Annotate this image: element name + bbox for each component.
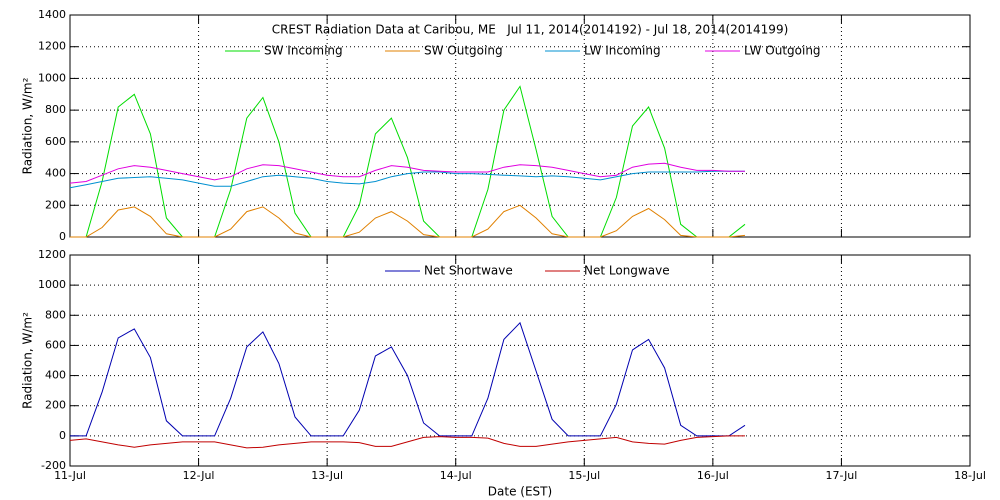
y-tick-label: 0 <box>59 230 66 243</box>
y-tick-label: 1200 <box>38 248 66 261</box>
series-line <box>69 435 745 449</box>
series-line <box>69 170 745 189</box>
legend-label: SW Outgoing <box>424 44 503 58</box>
y-tick-label: 600 <box>45 338 66 351</box>
y-tick-label: 1200 <box>38 40 66 53</box>
y-tick-label: 1000 <box>38 71 66 84</box>
x-tick-label: 14-Jul <box>440 469 472 482</box>
legend-label: Net Shortwave <box>424 264 513 278</box>
y-tick-label: 800 <box>45 103 66 116</box>
y-tick-label: 400 <box>45 167 66 180</box>
y-tick-label: 1000 <box>38 278 66 291</box>
series-line <box>70 321 746 437</box>
x-tick-label: 15-Jul <box>568 469 600 482</box>
series-line <box>69 162 745 184</box>
x-tick-label: 13-Jul <box>311 469 343 482</box>
y-tick-label: 200 <box>45 198 66 211</box>
y-tick-label: -200 <box>41 459 66 472</box>
x-axis-label: Date (EST) <box>488 485 552 499</box>
y-tick-label: 0 <box>59 429 66 442</box>
y-tick-label: 800 <box>45 308 66 321</box>
y-tick-label: 600 <box>45 135 66 148</box>
y-tick-label: 1400 <box>38 8 66 21</box>
x-tick-label: 16-Jul <box>697 469 729 482</box>
legend-label: LW Incoming <box>584 44 661 58</box>
legend-label: Net Longwave <box>584 264 670 278</box>
legend-label: LW Outgoing <box>744 44 821 58</box>
x-tick-label: 12-Jul <box>183 469 215 482</box>
y-axis-label: Radiation, W/m² <box>21 312 35 409</box>
plot-frame <box>69 14 971 238</box>
x-tick-label: 17-Jul <box>825 469 857 482</box>
series-line <box>70 85 746 238</box>
x-tick-label: 18-Jul <box>954 469 986 482</box>
y-tick-label: 400 <box>45 369 66 382</box>
plot-frame <box>69 254 971 467</box>
y-axis-label: Radiation, W/m² <box>21 77 35 174</box>
y-tick-label: 200 <box>45 399 66 412</box>
chart-title: CREST Radiation Data at Caribou, ME Jul … <box>272 23 789 37</box>
x-tick-label: 11-Jul <box>54 469 86 482</box>
legend-label: SW Incoming <box>264 44 343 58</box>
series-line <box>70 204 746 238</box>
